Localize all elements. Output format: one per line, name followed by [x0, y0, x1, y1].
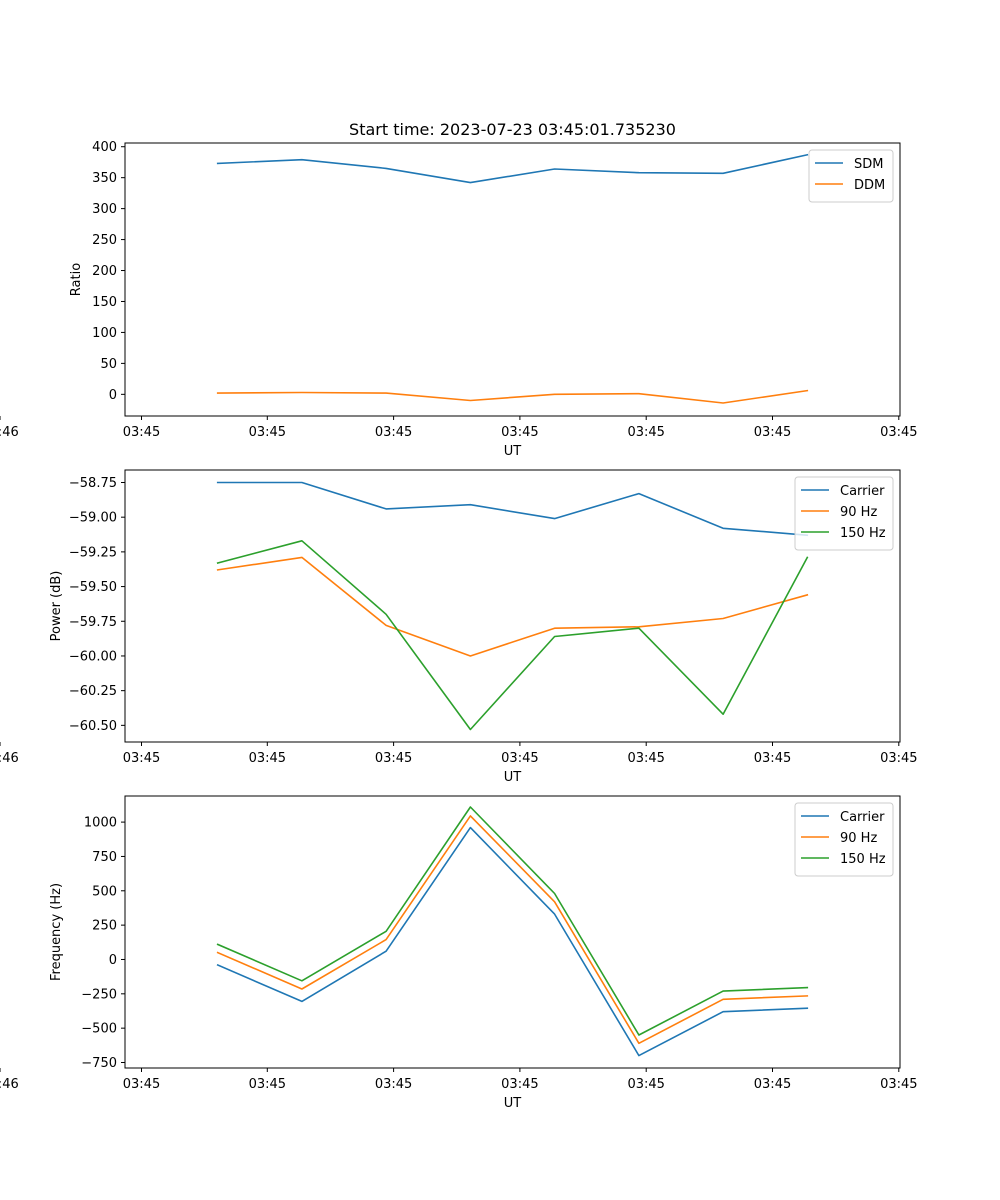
series-line-carrier	[216, 481, 809, 537]
y-tick-label: 100	[92, 326, 117, 341]
y-tick-label: 150	[92, 295, 117, 310]
axes-frame	[124, 795, 901, 1069]
y-tick-label: −500	[81, 1022, 117, 1037]
chart-title: Start time: 2023-07-23 03:45:01.735230	[349, 120, 676, 139]
y-tick-label: 250	[92, 919, 117, 934]
y-tick-label: −60.25	[69, 684, 117, 699]
x-tick-label: 03:45	[249, 751, 286, 766]
x-tick-label: 03:45	[501, 751, 538, 766]
y-tick-label: −59.75	[69, 615, 117, 630]
x-tick-label: 03:46	[0, 751, 19, 766]
x-tick-label: 03:45	[754, 751, 791, 766]
legend-label: 90 Hz	[840, 831, 877, 846]
x-tick-label: 03:45	[375, 751, 412, 766]
y-tick-label: −60.50	[69, 719, 117, 734]
y-tick-label: −59.00	[69, 511, 117, 526]
legend-label: Carrier	[840, 810, 885, 825]
y-tick-label: −60.00	[69, 649, 117, 664]
y-axis-label: Frequency (Hz)	[49, 883, 64, 981]
x-tick-label: 03:45	[754, 1077, 791, 1092]
x-tick-label: 03:45	[880, 425, 917, 440]
y-tick-label: 1000	[84, 816, 117, 831]
series-line-carrier	[216, 826, 809, 1057]
series-line-90-hz	[216, 815, 809, 1045]
legend: Carrier 90 Hz 150 Hz	[794, 802, 894, 877]
x-tick-label: 03:45	[880, 751, 917, 766]
legend-label: SDM	[854, 157, 883, 172]
y-tick-label: 750	[92, 850, 117, 865]
legend-label: Carrier	[840, 484, 885, 499]
x-tick-label: 03:45	[375, 1077, 412, 1092]
y-tick-label: −59.25	[69, 545, 117, 560]
axes-frame	[124, 469, 901, 743]
legend-label: DDM	[854, 178, 885, 193]
x-tick-label: 03:46	[0, 425, 19, 440]
x-tick-label: 03:45	[123, 751, 160, 766]
series-line-sdm	[216, 153, 809, 184]
y-tick-label: −59.50	[69, 580, 117, 595]
x-tick-label: 03:46	[0, 1077, 19, 1092]
x-tick-label: 03:45	[249, 425, 286, 440]
y-tick-label: 300	[92, 202, 117, 217]
series-line-90-hz	[216, 556, 809, 657]
x-tick-label: 03:45	[627, 425, 664, 440]
y-axis-label: Ratio	[69, 263, 84, 296]
legend-label: 150 Hz	[840, 852, 886, 867]
y-tick-label: 50	[100, 357, 117, 372]
chart-panel-2: 03:45 03:45 03:45 03:45 03:45 03:45 03:45 03:46…	[0, 469, 918, 785]
y-tick-label: −250	[81, 987, 117, 1002]
legend: Carrier 90 Hz 150 Hz	[794, 476, 894, 551]
y-tick-label: 400	[92, 140, 117, 155]
y-tick-label: 200	[92, 264, 117, 279]
y-tick-label: 500	[92, 884, 117, 899]
y-axis-label: Power (dB)	[49, 571, 64, 642]
x-tick-label: 03:45	[501, 425, 538, 440]
x-tick-label: 03:45	[123, 425, 160, 440]
legend-label: 90 Hz	[840, 505, 877, 520]
x-tick-label: 03:45	[880, 1077, 917, 1092]
series-line-150-hz	[216, 539, 809, 731]
series-line-ddm	[216, 389, 809, 404]
y-tick-label: −58.75	[69, 476, 117, 491]
legend: SDM DDM	[808, 149, 894, 203]
x-tick-label: 03:45	[249, 1077, 286, 1092]
y-tick-label: 0	[109, 953, 117, 968]
y-tick-label: −750	[81, 1056, 117, 1071]
x-axis-label: UT	[504, 444, 522, 459]
axes-frame	[124, 142, 901, 417]
chart-panel-3: 03:45 03:45 03:45 03:45 03:45 03:45 03:45 03:46…	[0, 795, 918, 1111]
x-tick-label: 03:45	[627, 1077, 664, 1092]
legend-label: 150 Hz	[840, 526, 886, 541]
x-tick-label: 03:45	[501, 1077, 538, 1092]
x-tick-label: 03:45	[754, 425, 791, 440]
x-tick-label: 03:45	[627, 751, 664, 766]
y-tick-label: 0	[109, 388, 117, 403]
x-tick-label: 03:45	[375, 425, 412, 440]
x-tick-label: 03:45	[123, 1077, 160, 1092]
chart-panel-1: Start time: 2023-07-23 03:45:01.73523003…	[0, 120, 918, 459]
y-tick-label: 350	[92, 171, 117, 186]
x-axis-label: UT	[504, 1096, 522, 1111]
x-axis-label: UT	[504, 770, 522, 785]
y-tick-label: 250	[92, 233, 117, 248]
series-line-150-hz	[216, 806, 809, 1036]
